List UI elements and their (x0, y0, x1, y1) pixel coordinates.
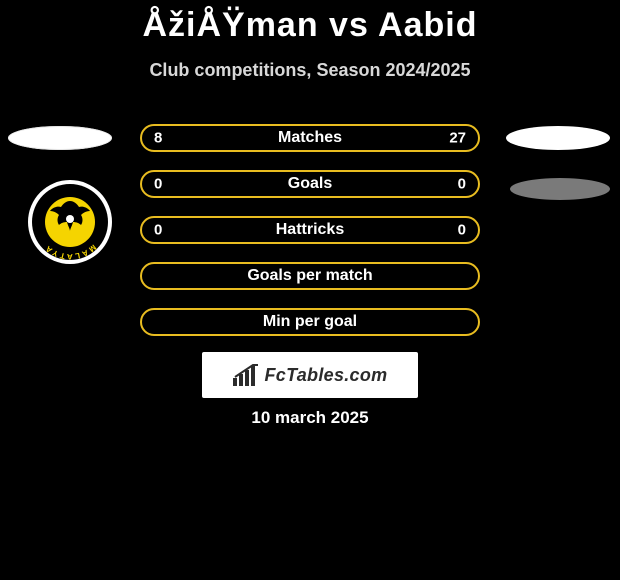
stat-right-value: 27 (449, 130, 466, 147)
page-title: ÅžiÅŸman vs Aabid (0, 6, 620, 45)
stat-left-value: 0 (154, 222, 162, 239)
right-player-ellipse (506, 126, 610, 150)
page-subtitle: Club competitions, Season 2024/2025 (0, 60, 620, 81)
stat-left-value: 8 (154, 130, 162, 147)
fctables-attribution: FcTables.com (202, 352, 418, 398)
stat-right-value: 0 (458, 176, 466, 193)
left-club-badge: MALATYA (28, 180, 112, 264)
stat-label: Min per goal (142, 313, 478, 331)
comparison-card: ÅžiÅŸman vs Aabid Club competitions, Sea… (0, 0, 620, 580)
stat-row-matches: 8 Matches 27 (140, 124, 480, 152)
malatya-badge-icon: MALATYA (31, 183, 109, 261)
right-secondary-ellipse (510, 178, 610, 200)
stat-row-goals-per-match: Goals per match (140, 262, 480, 290)
stat-label: Matches (142, 129, 478, 147)
left-player-ellipse (8, 126, 112, 150)
stat-row-min-per-goal: Min per goal (140, 308, 480, 336)
stat-label: Goals (142, 175, 478, 193)
stat-row-hattricks: 0 Hattricks 0 (140, 216, 480, 244)
stat-right-value: 0 (458, 222, 466, 239)
stat-left-value: 0 (154, 176, 162, 193)
stat-label: Hattricks (142, 221, 478, 239)
stat-row-goals: 0 Goals 0 (140, 170, 480, 198)
fctables-brand-text: FcTables.com (265, 365, 388, 386)
fctables-chart-icon (233, 364, 259, 386)
generated-date: 10 march 2025 (0, 408, 620, 428)
stat-label: Goals per match (142, 267, 478, 285)
